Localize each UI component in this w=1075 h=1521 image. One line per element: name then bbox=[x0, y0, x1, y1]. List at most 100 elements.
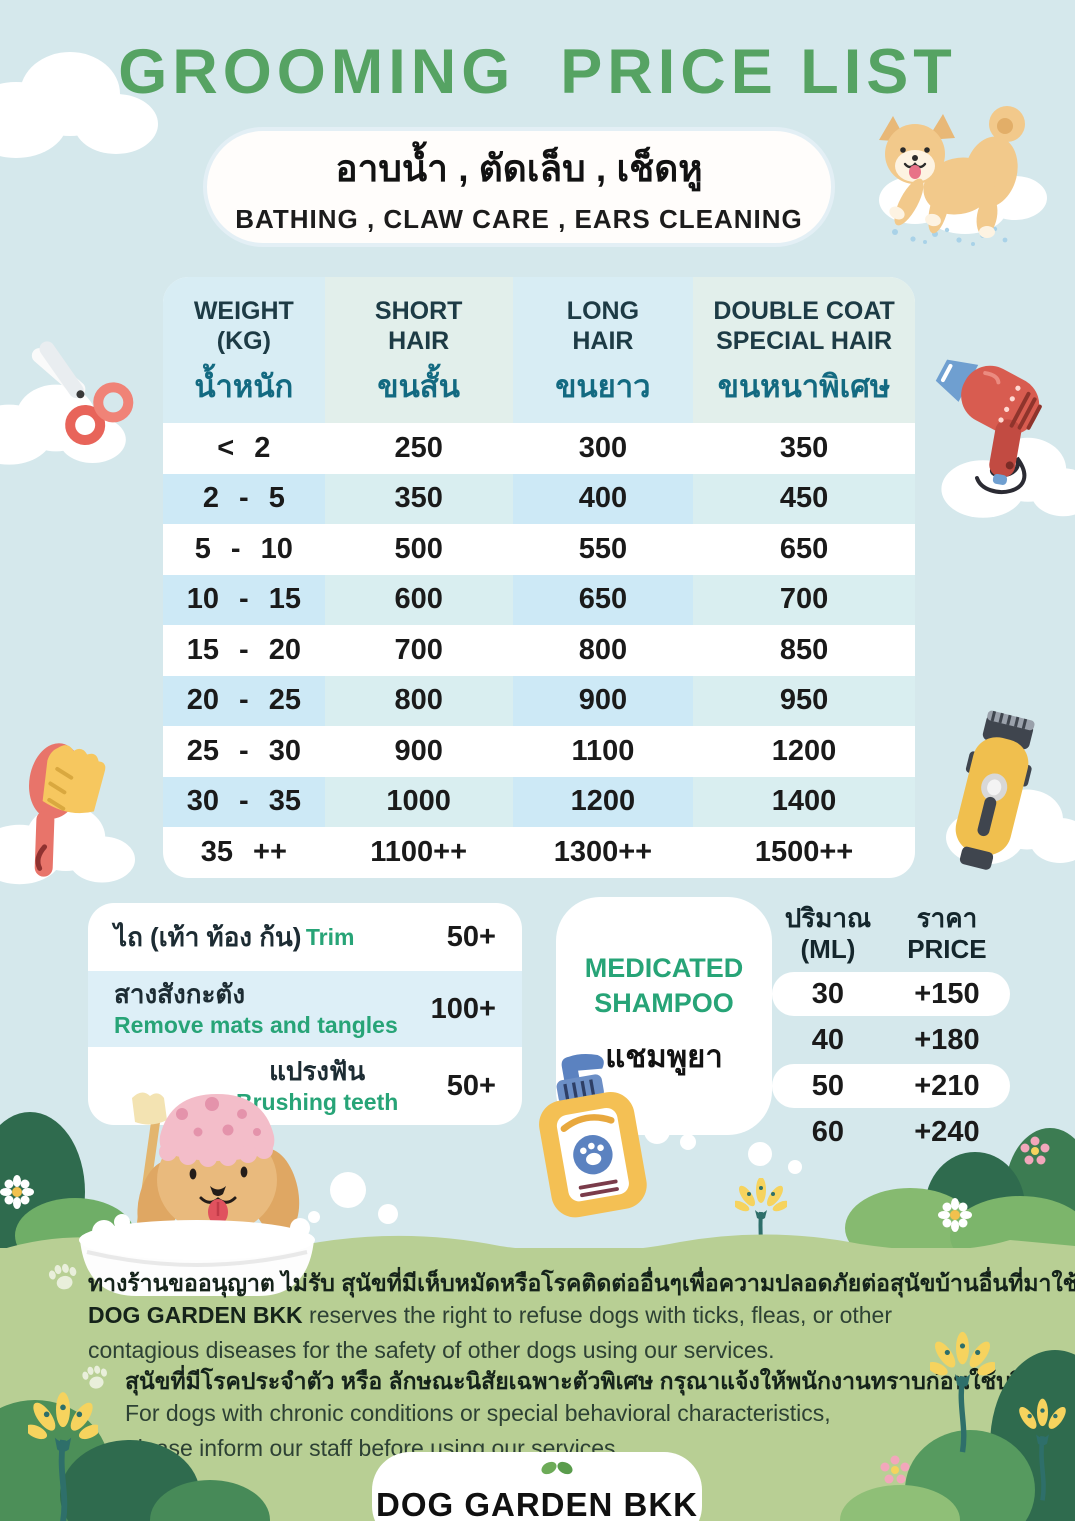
ml-cell: 60 bbox=[811, 1115, 845, 1148]
price-cell: 1400 bbox=[693, 776, 915, 827]
ml-cell: 40 bbox=[811, 1023, 845, 1056]
service-english: Brushing teeth bbox=[236, 1088, 399, 1115]
price-cell: 350 bbox=[779, 431, 829, 464]
weight-cell: 2 - 5 bbox=[163, 473, 325, 524]
price-cell: 250 bbox=[394, 431, 443, 464]
hair-dryer-icon bbox=[935, 359, 1042, 494]
service-pill-thai: อาบน้ำ , ตัดเล็บ , เช็ดหู bbox=[335, 148, 703, 189]
volume-header: ปริมาณ bbox=[784, 903, 872, 933]
price-cell: 550 bbox=[578, 532, 628, 565]
price-cell: 450 bbox=[693, 473, 915, 524]
service-pill: อาบน้ำ , ตัดเล็บ , เช็ดหู BATHING , CLAW… bbox=[203, 127, 835, 247]
cloud bbox=[0, 52, 158, 158]
yellow-flower-icon bbox=[1019, 1398, 1066, 1501]
service-pill-english: BATHING , CLAW CARE , EARS CLEANING bbox=[235, 204, 803, 234]
thought-bubble-dot bbox=[644, 1118, 670, 1144]
yellow-flower-icon bbox=[930, 1331, 995, 1453]
note-thai: ทางร้านขออนุญาต ไม่รับ สุนัขที่มีเห็บหมั… bbox=[88, 1270, 1075, 1296]
service-english: Remove mats and tangles bbox=[114, 1011, 398, 1038]
weight-cell: 5 - 10 bbox=[194, 532, 293, 565]
price-cell: +210 bbox=[914, 1069, 980, 1102]
weight-cell: 25 - 30 bbox=[186, 734, 301, 767]
table-row: 40 +180 bbox=[772, 1018, 1010, 1062]
price-cell: 1500++ bbox=[754, 835, 854, 868]
table-row: 20 - 25 800 900 950 bbox=[163, 675, 915, 726]
pink-flower-icon bbox=[880, 1455, 910, 1484]
service-thai: แปรงฟัน bbox=[269, 1056, 366, 1087]
price-cell: +180 bbox=[914, 1023, 980, 1056]
price-cell: 600 bbox=[324, 574, 513, 625]
price-cell: 500 bbox=[394, 532, 443, 565]
price-cell: 650 bbox=[512, 574, 694, 625]
paw-icon bbox=[48, 1263, 77, 1290]
price-cell: 700 bbox=[394, 633, 443, 666]
price-cell: 1100++ bbox=[370, 835, 468, 868]
weight-cell: 20 - 25 bbox=[163, 675, 325, 726]
price-cell: 800 bbox=[324, 675, 513, 726]
logo-pill: DOG GARDEN BKK bbox=[372, 1452, 702, 1521]
price-cell: 300 bbox=[578, 431, 628, 464]
shampoo-title: MEDICATED bbox=[584, 952, 744, 983]
shampoo-table-header: ปริมาณ (ML) ราคา PRICE bbox=[772, 903, 1010, 964]
shampoo-bottle-illustration bbox=[539, 1053, 647, 1218]
price-cell: 1100 bbox=[571, 734, 635, 767]
yellow-flower-icon bbox=[735, 1178, 787, 1268]
hair-clipper-icon bbox=[955, 710, 1035, 870]
bubble bbox=[788, 1160, 802, 1174]
daisy-flower-icon bbox=[938, 1198, 972, 1232]
table-row: 30 - 35 1000 1200 1400 bbox=[163, 776, 915, 827]
header-th: น้ำหนัก bbox=[194, 369, 294, 404]
column-header-double-coat: DOUBLE COAT SPECIAL HAIR ขนหนาพิเศษ bbox=[693, 277, 915, 423]
table-row: 30 +150 bbox=[772, 972, 1010, 1017]
price-cell: 800 bbox=[578, 633, 628, 666]
price-cell: 950 bbox=[693, 675, 915, 726]
extra-service-trim: ไถ (เท้า ท้อง ก้น) Trim 50+ bbox=[88, 903, 522, 971]
price-cell: 350 bbox=[324, 473, 513, 524]
price-cell: 900 bbox=[394, 734, 443, 767]
price-cell: 1300++ bbox=[553, 835, 653, 868]
paw-icon bbox=[82, 1365, 107, 1389]
price-cell: 1200 bbox=[771, 734, 837, 767]
price-header: ราคา bbox=[916, 903, 978, 933]
shampoo-volume-table: ปริมาณ (ML) ราคา PRICE 30 +150 40 +180 50 +21… bbox=[772, 903, 1010, 1154]
header-en: (KG) bbox=[216, 326, 271, 355]
note-english-text: reserves the right to refuse dogs with t… bbox=[88, 1302, 892, 1363]
shampoo-title: SHAMPOO bbox=[594, 988, 734, 1018]
price-cell: +240 bbox=[914, 1115, 980, 1148]
header-en: LONG bbox=[566, 297, 640, 325]
price-table-header: WEIGHT (KG) น้ำหนัก SHORT HAIR ขนสั้น LONG… bbox=[163, 277, 915, 423]
table-row: 15 - 20 700 800 850 bbox=[163, 625, 915, 676]
price-cell: 1200 bbox=[512, 776, 694, 827]
header-th: ขนยาว bbox=[555, 369, 651, 404]
page-title: GROOMING PRICE LIST bbox=[118, 37, 957, 107]
scissors-icon bbox=[31, 341, 134, 446]
shampoo-title-thai: แชมพูยา bbox=[605, 1039, 723, 1075]
daisy-flower-icon bbox=[0, 1175, 34, 1209]
pink-flower-icon bbox=[1020, 1136, 1050, 1165]
grooming-price-table: WEIGHT (KG) น้ำหนัก SHORT HAIR ขนสั้น LONG… bbox=[163, 277, 915, 878]
brand-logo-text: DOG GARDEN BKK bbox=[375, 1486, 698, 1521]
price-cell: 700 bbox=[693, 574, 915, 625]
service-price: 50+ bbox=[446, 1069, 496, 1102]
header-en: WEIGHT bbox=[193, 297, 294, 325]
ml-cell: 30 bbox=[811, 977, 845, 1010]
table-row: 5 - 10 500 550 650 bbox=[163, 524, 915, 575]
bubble bbox=[378, 1204, 398, 1224]
shiba-dog-illustration bbox=[879, 106, 1047, 246]
extra-services-panel: ไถ (เท้า ท้อง ก้น) Trim 50+ สางสังกะตัง … bbox=[88, 903, 522, 1125]
table-row: 2 - 5 350 400 450 bbox=[163, 473, 915, 524]
leaf-sprout-icon bbox=[541, 1461, 573, 1475]
table-row: < 2 250 300 350 bbox=[163, 423, 915, 474]
bubble bbox=[748, 1142, 772, 1166]
price-cell: 850 bbox=[779, 633, 829, 666]
price-header: PRICE bbox=[907, 933, 987, 964]
service-price: 50+ bbox=[446, 920, 496, 953]
volume-header: (ML) bbox=[800, 933, 856, 964]
table-row: 25 - 30 900 1100 1200 bbox=[163, 726, 915, 777]
header-th: ขนหนาพิเศษ bbox=[717, 369, 891, 404]
bubble bbox=[330, 1172, 366, 1208]
dog-in-bathtub-illustration bbox=[79, 1092, 320, 1296]
price-cell: 650 bbox=[779, 532, 829, 565]
column-header-long-hair: LONG HAIR ขนยาว bbox=[512, 277, 694, 423]
